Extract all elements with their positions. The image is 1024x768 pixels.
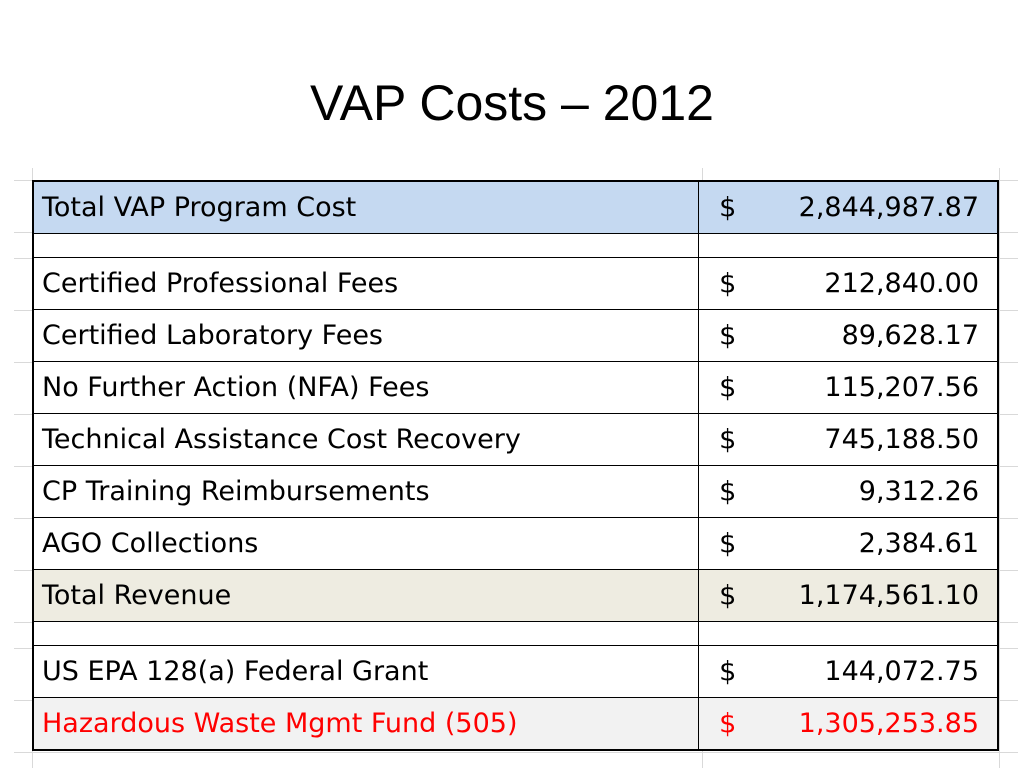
slide-title: VAP Costs – 2012: [310, 75, 714, 131]
table-row: US EPA 128(a) Federal Grant $ 144,072.75: [32, 645, 999, 698]
row-label: No Further Action (NFA) Fees: [32, 361, 700, 414]
row-amount-cell: $ 2,844,987.87: [698, 180, 999, 234]
currency-symbol: $: [719, 656, 737, 687]
row-amount: 9,312.26: [858, 476, 979, 507]
row-label: Technical Assistance Cost Recovery: [32, 413, 700, 466]
row-amount-cell: $ 9,312.26: [698, 465, 999, 518]
row-amount-cell: $ 115,207.56: [698, 361, 999, 414]
row-amount: 1,174,561.10: [798, 580, 979, 611]
row-label: Certified Professional Fees: [32, 257, 700, 310]
table-row: CP Training Reimbursements $ 9,312.26: [32, 465, 999, 518]
row-label: [32, 621, 700, 646]
row-amount: 2,384.61: [858, 528, 979, 559]
row-amount: [698, 621, 999, 646]
currency-symbol: $: [719, 268, 737, 299]
row-amount-cell: $ 1,305,253.85: [698, 697, 999, 751]
row-amount-cell: $ 144,072.75: [698, 645, 999, 698]
row-label: Certified Laboratory Fees: [32, 309, 700, 362]
row-amount: 212,840.00: [824, 268, 979, 299]
table-row-hazardous-waste-fund: Hazardous Waste Mgmt Fund (505) $ 1,305,…: [32, 697, 999, 751]
row-label: US EPA 128(a) Federal Grant: [32, 645, 700, 698]
row-label: Total VAP Program Cost: [32, 180, 700, 234]
currency-symbol: $: [719, 372, 737, 403]
table-row: Certified Professional Fees $ 212,840.00: [32, 257, 999, 310]
row-amount-cell: $ 1,174,561.10: [698, 569, 999, 622]
currency-symbol: $: [719, 708, 737, 739]
table-row: Certified Laboratory Fees $ 89,628.17: [32, 309, 999, 362]
currency-symbol: $: [719, 424, 737, 455]
currency-symbol: $: [719, 580, 737, 611]
vap-costs-table: Total VAP Program Cost $ 2,844,987.87 Ce…: [32, 180, 999, 751]
row-amount: 745,188.50: [824, 424, 979, 455]
table-row-spacer: [32, 233, 999, 258]
currency-symbol: $: [719, 320, 737, 351]
row-amount: 1,305,253.85: [798, 708, 979, 739]
row-label: AGO Collections: [32, 517, 700, 570]
currency-symbol: $: [719, 476, 737, 507]
row-label: Total Revenue: [32, 569, 700, 622]
currency-symbol: $: [719, 192, 737, 223]
row-label: [32, 233, 700, 258]
row-amount-cell: $ 745,188.50: [698, 413, 999, 466]
row-amount-cell: $ 89,628.17: [698, 309, 999, 362]
row-amount: [698, 233, 999, 258]
table-row: No Further Action (NFA) Fees $ 115,207.5…: [32, 361, 999, 414]
row-amount: 115,207.56: [824, 372, 979, 403]
row-label: CP Training Reimbursements: [32, 465, 700, 518]
row-amount: 144,072.75: [824, 656, 979, 687]
table-row-spacer: [32, 621, 999, 646]
table-row-total-program-cost: Total VAP Program Cost $ 2,844,987.87: [32, 180, 999, 234]
row-amount: 89,628.17: [841, 320, 979, 351]
row-amount: 2,844,987.87: [798, 192, 979, 223]
row-amount-cell: $ 2,384.61: [698, 517, 999, 570]
row-amount-cell: $ 212,840.00: [698, 257, 999, 310]
table-row: Technical Assistance Cost Recovery $ 745…: [32, 413, 999, 466]
row-label: Hazardous Waste Mgmt Fund (505): [32, 697, 700, 751]
table-row: AGO Collections $ 2,384.61: [32, 517, 999, 570]
table-row-total-revenue: Total Revenue $ 1,174,561.10: [32, 569, 999, 622]
currency-symbol: $: [719, 528, 737, 559]
